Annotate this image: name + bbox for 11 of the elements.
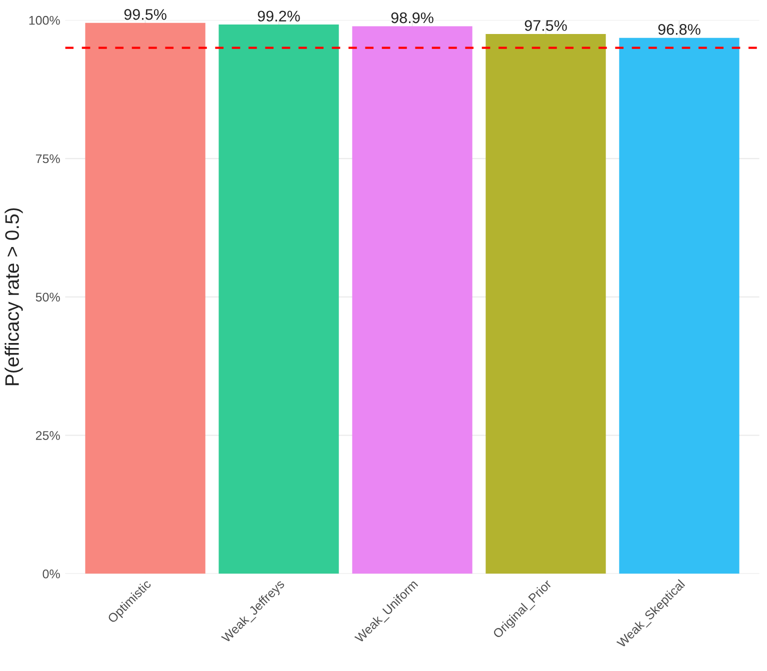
data-label: 97.5%	[524, 20, 567, 31]
data-label: 98.9%	[391, 12, 434, 24]
y-tick-label: 75%	[36, 154, 60, 164]
y-tick-label: 100%	[29, 16, 60, 25]
data-label: 99.2%	[258, 10, 300, 22]
y-tick-label: 25%	[36, 431, 60, 440]
y-tick-label: 50%	[36, 292, 60, 302]
data-label: 99.5%	[124, 9, 166, 20]
y-axis-title: P(efficacy rate > 0.5)	[4, 208, 23, 386]
y-tick-label: 0%	[42, 570, 60, 578]
data-label: 96.8%	[658, 24, 700, 35]
